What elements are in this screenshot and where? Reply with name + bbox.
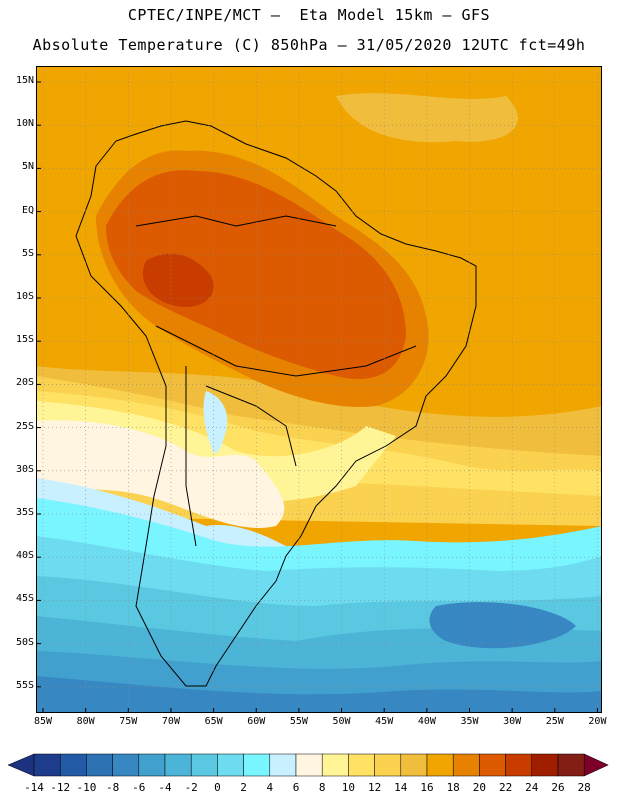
colorbar-swatch: [112, 753, 140, 777]
colorbar-label: -6: [132, 781, 146, 794]
colorbar-swatch: [86, 753, 113, 777]
lat-label: 55S: [15, 679, 34, 691]
lat-label: EQ: [21, 204, 34, 216]
border-interior-3: [205, 385, 297, 467]
lat-label: 15S: [15, 334, 34, 346]
field-warm-24: [142, 253, 214, 307]
colorbar-swatch: [164, 753, 192, 777]
colorbar-swatch: [452, 753, 480, 777]
lon-label: 35W: [460, 716, 479, 727]
lon-label: 70W: [161, 716, 180, 727]
lon-label: 30W: [503, 716, 522, 727]
colorbar-label: 26: [551, 781, 565, 794]
colorbar-swatch: [479, 753, 506, 777]
colorbar-swatch: [505, 753, 533, 777]
colorbar-label: -12: [50, 781, 71, 794]
colorbar-swatch: [321, 753, 349, 777]
lon-label: 60W: [247, 716, 266, 727]
colorbar-label: -10: [76, 781, 97, 794]
colorbar-label: 2: [240, 781, 247, 794]
lat-label: 45S: [15, 593, 34, 605]
colorbar-swatch: [138, 753, 166, 777]
colorbar-over-arrow: [583, 753, 609, 777]
colorbar-swatch: [33, 753, 61, 777]
lon-label: 40W: [417, 716, 436, 727]
colorbar-label: -4: [158, 781, 172, 794]
coastline-south-america: [75, 120, 477, 687]
lon-label: 75W: [119, 716, 138, 727]
colorbar-label: 22: [498, 781, 513, 794]
lat-label: 30S: [15, 463, 34, 475]
lat-label: 5N: [21, 161, 34, 173]
lat-label: 50S: [15, 636, 34, 648]
field-patch-south-atlantic: [429, 602, 576, 649]
colorbar-swatch: [557, 753, 585, 777]
colorbar-label: 12: [367, 781, 382, 794]
border-interior-1: [155, 325, 417, 377]
colorbar-swatch: [531, 753, 559, 777]
colorbar-label: 20: [472, 781, 487, 794]
lat-label: 10N: [15, 118, 34, 130]
colorbar-label: -8: [105, 781, 120, 794]
axis-ticks: [36, 81, 598, 713]
colorbar-swatch: [269, 753, 297, 777]
colorbar-label: 16: [420, 781, 434, 794]
lat-label: 25S: [15, 420, 34, 432]
lat-label: 35S: [15, 507, 34, 518]
colorbar-swatch: [217, 753, 244, 777]
lon-label: 50W: [332, 716, 351, 727]
lon-label: 85W: [33, 716, 53, 727]
colorbar-swatch: [295, 753, 323, 777]
colorbar-label: 10: [341, 781, 356, 794]
lat-label: 40S: [15, 550, 34, 562]
temperature-map: [36, 66, 602, 713]
lat-label: 5S: [21, 247, 34, 259]
colorbar-label: 0: [214, 781, 221, 794]
colorbar-swatch: [243, 753, 271, 777]
colorbar-label: 14: [394, 781, 408, 794]
lat-label: 20S: [15, 377, 34, 389]
field-band-6: [36, 420, 285, 529]
field-patch-chaco: [203, 391, 228, 454]
colorbar-label: 6: [292, 781, 300, 794]
colorbar-label: 28: [577, 781, 591, 794]
lon-label: 80W: [76, 716, 95, 727]
colorbar-swatch: [190, 753, 218, 777]
map-frame: [36, 66, 602, 713]
colorbar-swatch: [59, 753, 87, 777]
colorbar-label: -14: [24, 781, 44, 794]
border-interior-4: [185, 366, 197, 547]
colorbar-swatch: [426, 753, 454, 777]
lat-label: 10S: [15, 291, 34, 302]
lon-label: 20W: [588, 716, 607, 727]
colorbar-label: 4: [266, 781, 274, 794]
title-line-2: Absolute Temperature (C) 850hPa – 31/05/…: [32, 36, 586, 54]
lon-label: 65W: [204, 716, 223, 727]
border-interior-2: [135, 215, 337, 227]
lon-label: 55W: [289, 716, 308, 727]
colorbar-under-arrow: [7, 753, 35, 777]
title-line-1: CPTEC/INPE/MCT – Eta Model 15km – GFS: [127, 6, 491, 24]
lon-label: 25W: [545, 716, 564, 727]
field-band-neg8: [36, 676, 602, 713]
colorbar-swatch: [400, 753, 428, 777]
colorbar-swatch: [348, 753, 375, 777]
colorbar-swatch: [374, 753, 402, 777]
field-patch-north: [336, 93, 518, 143]
lat-label: 15N: [15, 75, 34, 86]
colorbar-label: -2: [184, 781, 198, 794]
colorbar-label: 8: [318, 781, 326, 794]
colorbar: [7, 753, 609, 777]
lon-label: 45W: [375, 716, 394, 727]
colorbar-label: 24: [525, 781, 539, 794]
colorbar-label: 18: [446, 781, 460, 794]
